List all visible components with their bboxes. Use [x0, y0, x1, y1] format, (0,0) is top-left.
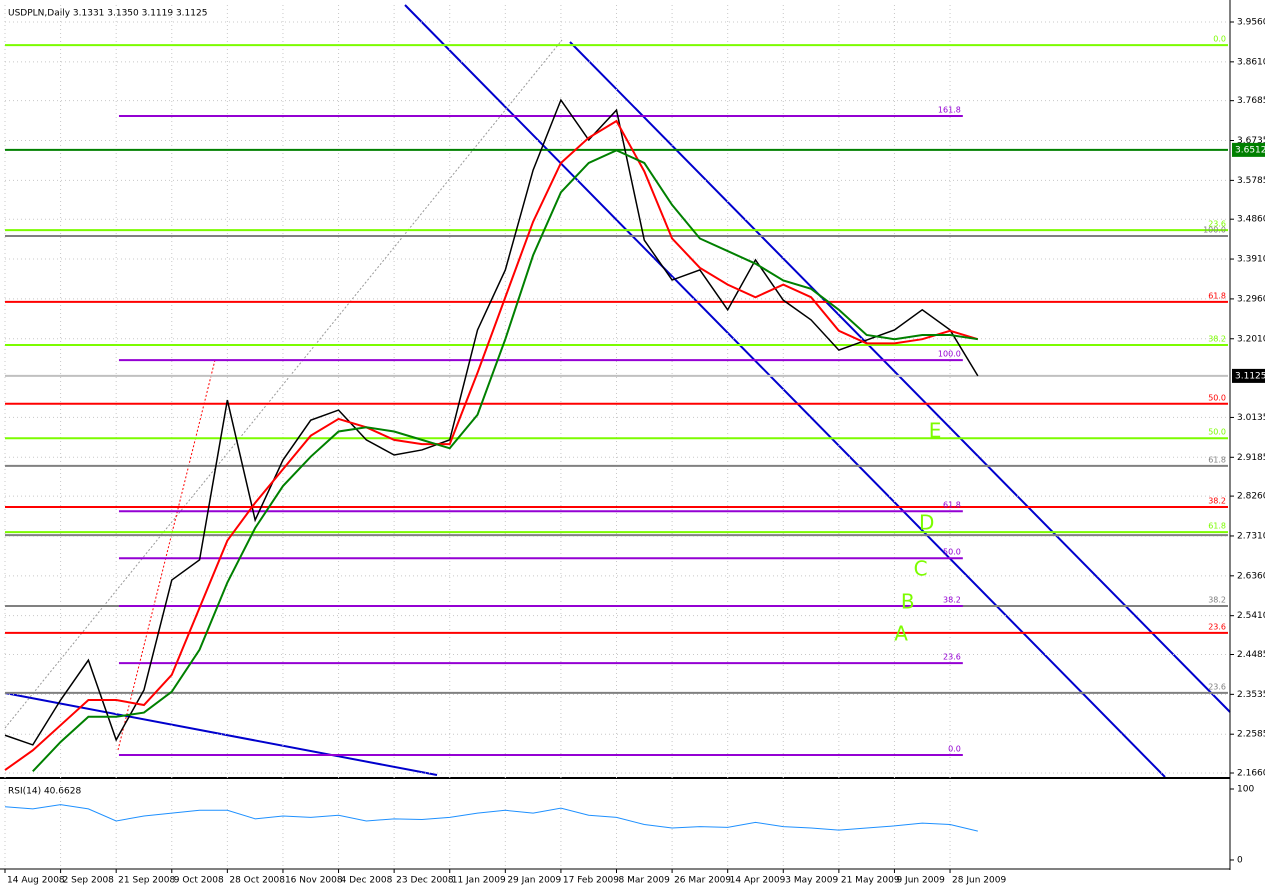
- x-tick-label: 16 Nov 2008: [285, 876, 343, 886]
- price-marker: [1232, 368, 1265, 383]
- y-tick-label: 3.4860: [1237, 215, 1265, 225]
- level-label: 50.0: [943, 548, 961, 557]
- x-tick-label: 9 Jun 2009: [896, 876, 945, 886]
- series-line: [4, 804, 978, 832]
- annotation: A: [894, 621, 908, 645]
- y-tick-label: 3.5785: [1237, 176, 1265, 186]
- x-tick-label: 8 Mar 2009: [619, 876, 671, 886]
- chart-title: USDPLN,Daily 3.1331 3.1350 3.1119 3.1125: [8, 9, 207, 19]
- y-tick-label: 2.1660: [1237, 769, 1265, 779]
- x-tick-label: 28 Oct 2008: [229, 876, 285, 886]
- level-label: 23.6: [943, 653, 961, 662]
- rsi-title: RSI(14) 40.6628: [8, 787, 81, 797]
- annotation: C: [914, 556, 928, 580]
- x-tick-label: 2 Sep 2008: [63, 876, 115, 886]
- y-tick-label: 3.8610: [1237, 57, 1265, 67]
- level-label: 100.0: [1203, 225, 1226, 234]
- y-tick-label: 100: [1237, 785, 1254, 795]
- level-label: 23.6: [1208, 682, 1226, 691]
- x-tick-label: 14 Apr 2009: [730, 876, 786, 886]
- x-tick-label: 26 Mar 2009: [674, 876, 731, 886]
- level-label: 61.8: [1208, 291, 1226, 300]
- x-tick-label: 11 Jan 2009: [452, 876, 506, 886]
- level-label: 38.2: [1208, 596, 1226, 605]
- y-tick-label: 3.7685: [1237, 96, 1265, 106]
- level-label: 0.0: [1213, 35, 1226, 44]
- x-tick-label: 23 Dec 2008: [396, 876, 454, 886]
- y-tick-label: 0: [1237, 855, 1243, 865]
- y-tick-label: 2.2585: [1237, 730, 1265, 740]
- channel-line: [569, 41, 1231, 713]
- x-tick-label: 21 May 2009: [841, 876, 900, 886]
- price-marker: [1232, 142, 1265, 157]
- y-tick-label: 3.3910: [1237, 255, 1265, 265]
- price-marker-label: 3.1125: [1235, 371, 1265, 381]
- annotation: E: [929, 418, 942, 442]
- level-label: 38.2: [1208, 335, 1226, 344]
- y-tick-label: 3.2010: [1237, 334, 1265, 344]
- x-tick-label: 14 Aug 2008: [7, 876, 65, 886]
- level-label: 0.0: [948, 744, 961, 753]
- level-label: 61.8: [943, 501, 961, 510]
- x-tick-label: 9 Oct 2008: [174, 876, 224, 886]
- fib-base-line: [4, 39, 563, 729]
- y-tick-label: 2.9185: [1237, 453, 1265, 463]
- x-tick-label: 3 May 2009: [785, 876, 838, 886]
- level-label: 23.6: [1208, 622, 1226, 631]
- y-tick-label: 2.7310: [1237, 531, 1265, 541]
- level-label: 61.8: [1208, 522, 1226, 531]
- x-tick-label: 21 Sep 2008: [118, 876, 175, 886]
- price-marker-label: 3.6512: [1235, 145, 1265, 155]
- fib-base-line: [117, 359, 216, 751]
- level-label: 50.0: [1208, 393, 1226, 402]
- series-line: [32, 149, 978, 773]
- y-tick-label: 3.2960: [1237, 294, 1265, 304]
- series-line: [4, 119, 979, 771]
- x-tick-label: 17 Feb 2009: [563, 876, 619, 886]
- y-tick-label: 2.5410: [1237, 611, 1265, 621]
- y-tick-label: 3.9560: [1237, 17, 1265, 27]
- annotation: D: [919, 510, 934, 534]
- y-tick-label: 2.4485: [1237, 650, 1265, 660]
- series-line: [4, 98, 979, 746]
- y-tick-label: 3.0135: [1237, 413, 1265, 423]
- level-label: 161.8: [938, 105, 961, 114]
- x-tick-label: 28 Jun 2009: [952, 876, 1006, 886]
- level-label: 23.6: [1208, 220, 1226, 229]
- level-label: 38.2: [1208, 497, 1226, 506]
- y-tick-label: 2.6360: [1237, 571, 1265, 581]
- x-tick-label: 29 Jan 2009: [507, 876, 561, 886]
- channel-line: [404, 4, 1166, 778]
- x-tick-label: 4 Dec 2008: [341, 876, 393, 886]
- level-label: 38.2: [943, 596, 961, 605]
- annotation: B: [901, 590, 915, 614]
- y-tick-label: 3.6735: [1237, 136, 1265, 146]
- y-tick-label: 2.8260: [1237, 492, 1265, 502]
- y-tick-label: 2.3535: [1237, 690, 1265, 700]
- level-label: 61.8: [1208, 455, 1226, 464]
- level-label: 50.0: [1208, 428, 1226, 437]
- level-label: 100.0: [938, 350, 961, 359]
